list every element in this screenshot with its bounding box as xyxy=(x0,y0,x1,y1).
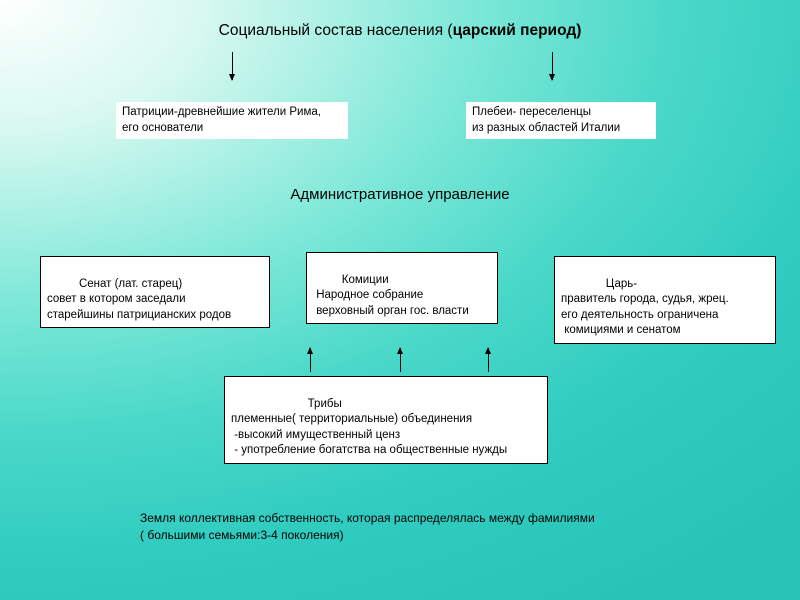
triby-l1: Трибы xyxy=(231,398,342,410)
diagram-canvas: Социальный состав населения (царский пер… xyxy=(0,0,800,600)
title-prefix: Социальный состав населения ( xyxy=(219,22,453,39)
tsar-l3: его деятельность ограничена xyxy=(561,309,718,321)
arrow-up-3 xyxy=(488,348,489,372)
arrow-down-right xyxy=(552,52,553,80)
triby-l2: племенные( территориальные) объединения xyxy=(231,413,472,425)
box-patricii: Патриции-древнейшие жители Рима, его осн… xyxy=(116,102,348,139)
box-komitsii: Комиции Народное собрание верховный орга… xyxy=(306,252,498,324)
box-senat: Сенат (лат. старец) совет в котором засе… xyxy=(40,256,270,328)
tsar-l1: Царь- xyxy=(561,278,637,290)
komitsii-l2: Народное собрание xyxy=(313,289,423,301)
patricii-l1: Патриции-древнейшие жители Рима, xyxy=(122,106,321,118)
arrow-down-left xyxy=(232,52,233,80)
komitsii-l1: Комиции xyxy=(313,274,389,286)
tsar-l2: правитель города, судья, жрец. xyxy=(561,293,729,305)
footer-text: Земля коллективная собственность, котора… xyxy=(140,510,595,544)
section-text: Административное управление xyxy=(290,186,509,203)
komitsii-l3: верховный орган гос. власти xyxy=(313,305,469,317)
main-title: Социальный состав населения (царский пер… xyxy=(0,22,800,40)
triby-l4: - употребление богатства на общественные… xyxy=(231,444,507,456)
plebei-l2: из разных областей Италии xyxy=(472,122,620,134)
arrow-up-1 xyxy=(310,348,311,372)
footer-l1: Земля коллективная собственность, котора… xyxy=(140,511,595,525)
arrow-up-2 xyxy=(400,348,401,372)
tsar-l4: комициями и сенатом xyxy=(561,324,681,336)
triby-l3: -высокий имущественный ценз xyxy=(231,429,400,441)
senat-l2: совет в котором заседали xyxy=(47,293,186,305)
box-plebei: Плебеи- переселенцы из разных областей И… xyxy=(466,102,656,139)
title-bold: царский период) xyxy=(453,22,582,39)
box-triby: Трибы племенные( территориальные) объеди… xyxy=(224,376,548,464)
senat-l3: старейшины патрицианских родов xyxy=(47,309,231,321)
footer-l2: ( большими семьями:3-4 поколения) xyxy=(140,528,344,542)
section-title: Административное управление xyxy=(0,186,800,203)
box-tsar: Царь- правитель города, судья, жрец. его… xyxy=(554,256,776,344)
senat-l1: Сенат (лат. старец) xyxy=(47,278,182,290)
plebei-l1: Плебеи- переселенцы xyxy=(472,106,591,118)
patricii-l2: его основатели xyxy=(122,122,203,134)
